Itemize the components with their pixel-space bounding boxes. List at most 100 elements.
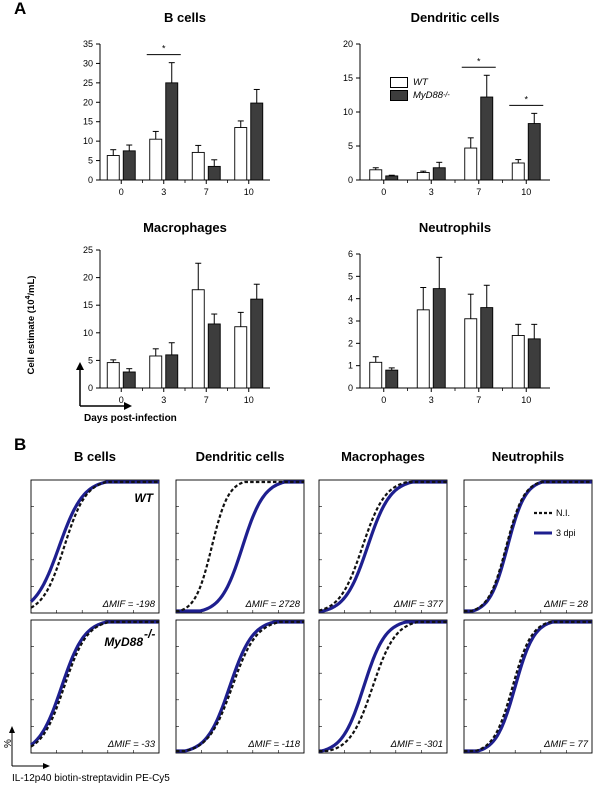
- bar-wt-day-10: [511, 162, 525, 181]
- flow-histogram-grid: B cells Dendritic cells Macrophages Neutrop…: [9, 449, 593, 769]
- row-label-wt: WT: [134, 491, 154, 505]
- bar-chart-neutrophils: Neutrophils 0 1 2 3 4 5 6 0 3 7 10: [348, 220, 550, 405]
- legend-label-myd88-sup: -/-: [443, 92, 450, 99]
- row-label-myd88-sup: -/-: [144, 627, 155, 641]
- y-tick-label: 3: [348, 316, 353, 326]
- chart-title-b-cells: B cells: [164, 10, 206, 25]
- y-tick-label: 10: [83, 328, 93, 338]
- bar-myd88-day-10: [527, 338, 541, 389]
- y-tick-label: 15: [343, 73, 353, 83]
- bar-wt-day-0: [369, 169, 383, 181]
- y-tick-label: 0: [348, 175, 353, 185]
- curve-3dpi: [319, 480, 447, 613]
- y-tick-label: 5: [88, 355, 93, 365]
- y-tick-label: 5: [88, 156, 93, 166]
- delta-mif-label: ΔMIF = 77: [543, 739, 589, 750]
- y-arrow-head-icon: [9, 726, 15, 733]
- bar-myd88-day-3: [165, 82, 179, 181]
- legend-panel-a: WT MyD88 -/-: [390, 76, 450, 102]
- x-tick-label: 7: [476, 395, 481, 405]
- y-tick-label: 5: [348, 141, 353, 151]
- flow-histogram-frame: [30, 479, 160, 614]
- bar-wt-day-0: [106, 155, 120, 181]
- x-tick-label: 0: [119, 187, 124, 197]
- y-tick-label: 2: [348, 338, 353, 348]
- x-tick-label: 7: [476, 187, 481, 197]
- bar-wt-day-10: [234, 326, 248, 389]
- bar-chart-macrophages: Macrophages 0 5 10 15 20 25 0 3 7 10: [83, 220, 270, 405]
- bar-wt-day-3: [416, 172, 430, 181]
- curve-3dpi: [30, 620, 159, 747]
- chart-title-dendritic-cells: Dendritic cells: [411, 10, 500, 25]
- bar-chart-dendritic-cells: Dendritic cells 0 5 10 15 20 0 3 7 10 * *: [343, 10, 550, 197]
- delta-mif-label: ΔMIF = -33: [107, 739, 156, 750]
- y-tick-label: 0: [88, 383, 93, 393]
- x-tick-label: 0: [119, 395, 124, 405]
- legend-label-n-i-: N.I.: [556, 508, 570, 518]
- flow-histogram-frame: [30, 619, 160, 754]
- bar-wt-day-0: [106, 362, 120, 389]
- x-tick-label: 10: [244, 395, 254, 405]
- curve-3dpi: [176, 480, 304, 613]
- curve-ni: [30, 480, 159, 609]
- flow-histogram-frame: [318, 479, 448, 614]
- flow-column-title-neutrophils: Neutrophils: [492, 449, 564, 464]
- x-tick-label: 3: [161, 395, 166, 405]
- bar-wt-day-0: [369, 361, 383, 389]
- legend-swatch-myd88: [390, 90, 408, 101]
- legend-label-myd88: MyD88: [413, 90, 444, 101]
- legend-item-myd88: MyD88 -/-: [390, 89, 450, 102]
- y-tick-label: 10: [83, 136, 93, 146]
- bar-myd88-day-7: [207, 165, 221, 181]
- bar-wt-day-10: [234, 127, 248, 181]
- legend-label-3-dpi: 3 dpi: [556, 528, 576, 538]
- panel-b: B B cells Dendritic cells Macrophages Neutr…: [0, 430, 600, 790]
- y-axis-label-panel-a: Cell estimate (104/mL): [25, 276, 37, 375]
- bar-wt-day-3: [149, 355, 163, 389]
- bar-myd88-day-0: [122, 150, 136, 181]
- curve-ni: [176, 620, 304, 753]
- legend-label-wt: WT: [413, 77, 428, 88]
- bar-myd88-day-3: [432, 288, 446, 389]
- bar-chart-b-cells: B cells 0 5 10 15 20 25 30 35 0 3 7 10 *: [83, 10, 270, 197]
- bar-myd88-day-7: [480, 96, 494, 181]
- x-tick-label: 0: [381, 187, 386, 197]
- delta-mif-label: ΔMIF = 2728: [244, 599, 300, 610]
- curve-ni: [464, 480, 592, 613]
- bar-myd88-day-7: [207, 323, 221, 389]
- bar-myd88-day-10: [527, 123, 541, 181]
- curve-ni: [319, 620, 447, 753]
- bar-wt-day-3: [416, 309, 430, 389]
- x-tick-label: 7: [204, 187, 209, 197]
- flow-column-title-macrophages: Macrophages: [341, 449, 425, 464]
- bar-myd88-day-0: [385, 369, 399, 389]
- delta-mif-label: ΔMIF = 28: [543, 599, 589, 610]
- delta-mif-label: ΔMIF = 377: [393, 599, 444, 610]
- x-tick-label: 7: [204, 395, 209, 405]
- bar-myd88-day-7: [480, 307, 494, 389]
- x-tick-label: 3: [429, 187, 434, 197]
- bar-myd88-day-0: [122, 371, 136, 389]
- bar-myd88-day-0: [385, 175, 399, 181]
- flow-histogram-frame: [175, 479, 305, 614]
- flow-x-axis-label: IL-12p40 biotin-streptavidin PE-Cy5: [12, 773, 170, 784]
- y-tick-label: 10: [343, 107, 353, 117]
- bar-wt-day-10: [511, 335, 525, 389]
- curve-3dpi: [464, 620, 592, 753]
- significance-label: *: [524, 94, 528, 104]
- curve-ni: [318, 480, 447, 612]
- bar-wt-day-7: [191, 151, 205, 181]
- y-axis-label-tail: /mL): [26, 275, 38, 296]
- bar-wt-day-3: [149, 138, 163, 181]
- delta-mif-label: ΔMIF = -301: [390, 739, 443, 750]
- delta-mif-label: ΔMIF = -198: [102, 599, 156, 610]
- percent-axis-label: %: [2, 739, 14, 748]
- legend-swatch-wt: [390, 77, 408, 88]
- x-tick-label: 3: [161, 187, 166, 197]
- bar-myd88-day-10: [250, 298, 264, 389]
- y-tick-label: 25: [83, 245, 93, 255]
- y-tick-label: 0: [348, 383, 353, 393]
- flow-column-title-b-cells: B cells: [74, 449, 116, 464]
- row-label-myd88: MyD88: [104, 635, 143, 649]
- y-tick-label: 6: [348, 249, 353, 259]
